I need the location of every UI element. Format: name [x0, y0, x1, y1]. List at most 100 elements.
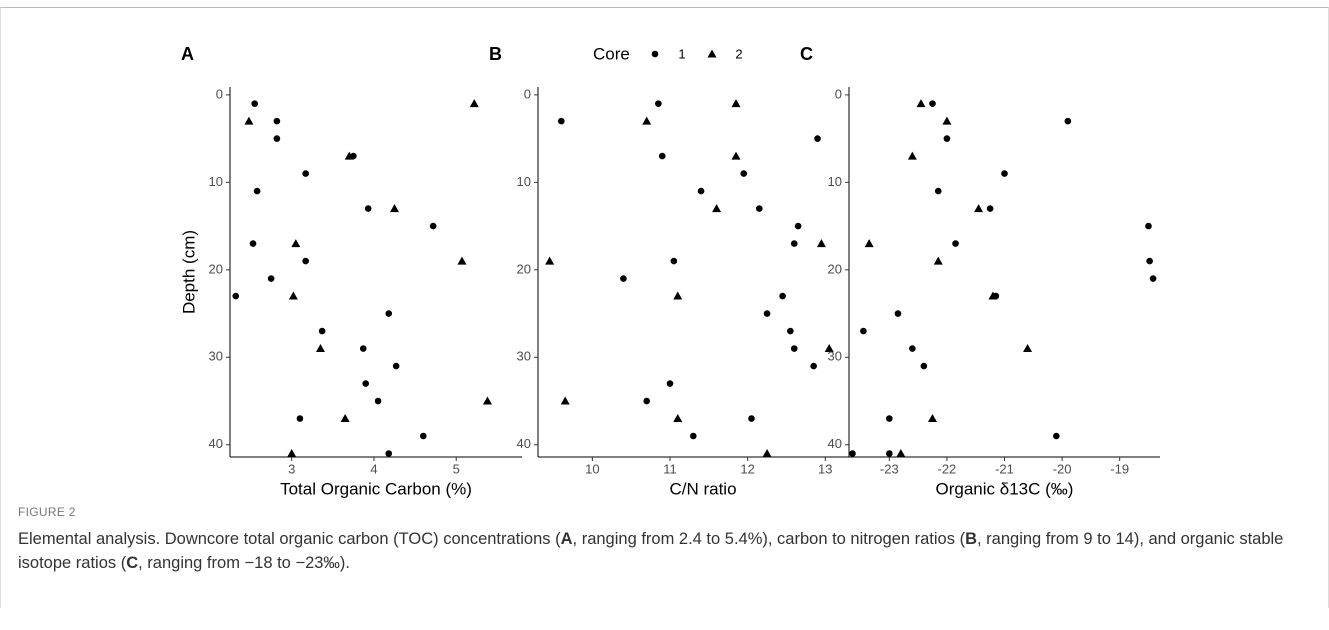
- x-tick-label: 3: [288, 461, 295, 476]
- circle-point: [392, 362, 400, 370]
- circle-point: [302, 170, 309, 177]
- circle-point: [1064, 117, 1072, 125]
- triangle-point: [896, 449, 906, 458]
- circle-point: [359, 345, 367, 352]
- circle-point: [790, 345, 798, 352]
- circle-point: [655, 100, 662, 107]
- circle-point: [763, 310, 771, 317]
- triangle-point: [244, 116, 254, 125]
- circle-point: [419, 432, 427, 440]
- circle-point: [651, 50, 659, 58]
- circle-point: [232, 292, 240, 300]
- x-tick-label: -23: [880, 461, 899, 476]
- y-tick-label: 10: [209, 174, 223, 189]
- circle-point: [755, 205, 763, 212]
- y-tick-label: 20: [517, 261, 531, 276]
- triangle-point: [344, 151, 354, 160]
- circle-point: [253, 187, 261, 195]
- circle-point: [920, 362, 928, 370]
- y-tick-label: 10: [828, 174, 842, 189]
- circle-point: [374, 397, 382, 405]
- x-tick-label: -20: [1053, 461, 1072, 476]
- x-tick-label: -19: [1110, 461, 1129, 476]
- y-tick-label: 0: [524, 86, 531, 101]
- circle-point: [362, 380, 370, 387]
- circle-point: [849, 450, 856, 457]
- triangle-point: [907, 151, 917, 160]
- circle-point: [748, 415, 755, 422]
- figure-caption: Elemental analysis. Downcore total organ…: [18, 527, 1308, 575]
- triangle-point: [864, 239, 874, 248]
- circle-point: [251, 100, 258, 107]
- circle-point: [1145, 222, 1152, 230]
- circle-point: [740, 170, 748, 177]
- y-tick-label: 10: [517, 174, 531, 189]
- circle-point: [929, 100, 936, 107]
- y-tick-label: 20: [828, 261, 842, 276]
- triangle-point: [288, 291, 298, 300]
- circle-point: [909, 345, 916, 352]
- caption-text: , ranging from 2.4 to 5.4%), carbon to n…: [572, 530, 966, 548]
- y-tick-label: 0: [835, 86, 842, 101]
- figure: 0 10 20 30 40 3 4 5 Total Organic Carbon (%) Dept…: [179, 44, 1160, 498]
- triangle-point: [762, 449, 772, 458]
- triangle-point: [1023, 344, 1033, 353]
- caption-text: , ranging from −18 to −23‰).: [138, 554, 351, 572]
- circle-point: [385, 450, 393, 457]
- circle-point: [670, 257, 678, 265]
- x-tick-label: -22: [938, 461, 957, 476]
- caption-panel-ref: A: [560, 530, 573, 548]
- x-tick-label: 11: [663, 461, 677, 476]
- x-tick-label: 4: [370, 461, 377, 476]
- triangle-point: [707, 49, 717, 58]
- x-axis-title: Total Organic Carbon (%): [280, 479, 472, 498]
- x-tick-label: 10: [585, 461, 599, 476]
- triangle-point: [928, 414, 938, 423]
- panel-label: C: [800, 44, 813, 64]
- circle-point: [364, 205, 372, 212]
- y-tick-label: 30: [209, 349, 223, 364]
- circle-point: [894, 310, 902, 317]
- y-tick-label: 40: [517, 436, 531, 451]
- y-axis-title: Depth (cm): [179, 230, 198, 314]
- triangle-point: [942, 116, 952, 125]
- x-axis-title: C/N ratio: [669, 479, 736, 498]
- circle-point: [886, 415, 893, 422]
- triangle-point: [291, 239, 301, 248]
- caption-panel-ref: B: [965, 530, 977, 548]
- x-tick-label: -21: [995, 461, 1014, 476]
- triangle-point: [988, 291, 998, 300]
- legend-title: Core: [593, 44, 630, 63]
- circle-point: [689, 432, 697, 440]
- circle-point: [318, 327, 326, 335]
- circle-point: [886, 450, 893, 457]
- circle-point: [787, 327, 794, 335]
- x-axis-title: Organic δ13C (‰): [936, 479, 1074, 498]
- triangle-point: [824, 344, 834, 353]
- triangle-point: [545, 256, 555, 265]
- circle-point: [697, 187, 705, 195]
- circle-point: [860, 327, 867, 335]
- circle-point: [273, 135, 281, 142]
- y-tick-label: 30: [828, 349, 842, 364]
- triangle-point: [673, 291, 683, 300]
- circle-point: [790, 240, 798, 247]
- circle-point: [385, 310, 393, 317]
- y-tick-label: 20: [209, 261, 223, 276]
- circle-point: [267, 275, 275, 282]
- circle-point: [666, 380, 674, 387]
- circle-point: [934, 187, 942, 195]
- caption-text: , ranging from 9 to 14), and organic sta…: [18, 530, 1284, 572]
- circle-point: [429, 222, 437, 230]
- circle-point: [794, 222, 802, 230]
- circle-point: [302, 257, 309, 265]
- circle-point: [814, 135, 821, 142]
- panel-label: A: [181, 44, 194, 64]
- triangle-point: [916, 99, 926, 108]
- x-tick-label: 5: [453, 461, 460, 476]
- triangle-point: [933, 256, 943, 265]
- triangle-point: [816, 239, 826, 248]
- circle-point: [658, 152, 666, 160]
- circle-point: [273, 117, 281, 125]
- triangle-point: [560, 396, 570, 405]
